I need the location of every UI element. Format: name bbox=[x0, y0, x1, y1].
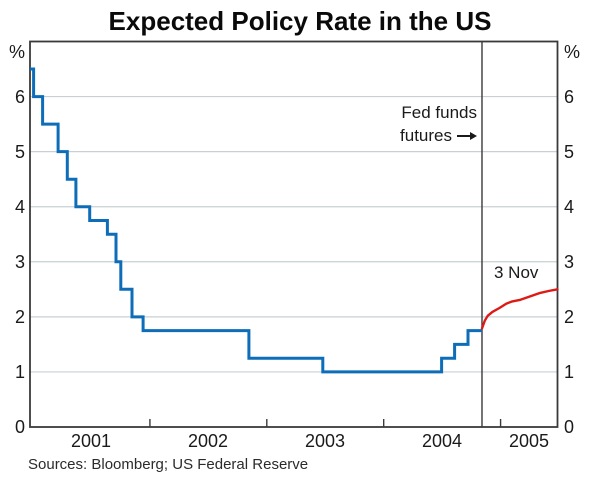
y-axis-label-left-6: 6 bbox=[14, 87, 25, 107]
y-axis-label-right-2: 2 bbox=[564, 307, 575, 327]
y-axis-label-right-5: 5 bbox=[564, 142, 575, 162]
y-axis-label-left-3: 3 bbox=[14, 252, 25, 272]
futures-curve-label: 3 Nov bbox=[494, 263, 539, 282]
x-axis-label-2005: 2005 bbox=[508, 431, 550, 451]
x-axis-label-2003: 2003 bbox=[304, 431, 346, 451]
futures-annotation: Fed funds futures bbox=[400, 101, 477, 147]
y-axis-label-right-4: 4 bbox=[564, 197, 575, 217]
y-axis-label-right-0: 0 bbox=[564, 417, 575, 437]
y-axis-label-right-6: 6 bbox=[564, 87, 575, 107]
right-arrow-icon bbox=[457, 131, 477, 140]
futures-annotation-line1: Fed funds bbox=[401, 103, 477, 122]
y-axis-unit-right: % bbox=[564, 42, 581, 62]
chart-title: Expected Policy Rate in the US bbox=[108, 6, 492, 36]
futures-curve-line bbox=[480, 288, 559, 330]
y-axis-label-right-3: 3 bbox=[564, 252, 575, 272]
futures-annotation-line2: futures bbox=[400, 126, 452, 145]
x-axis-label-2004: 2004 bbox=[421, 431, 463, 451]
y-axis-unit-left: % bbox=[8, 42, 25, 62]
x-axis-label-2001: 2001 bbox=[70, 431, 112, 451]
y-axis-label-left-2: 2 bbox=[14, 307, 25, 327]
plot-frame bbox=[29, 40, 559, 428]
source-note: Sources: Bloomberg; US Federal Reserve bbox=[28, 456, 309, 473]
y-axis-label-left-0: 0 bbox=[14, 417, 25, 437]
y-axis-label-right-1: 1 bbox=[564, 362, 575, 382]
y-axis-label-left-1: 1 bbox=[14, 362, 25, 382]
x-axis-label-2002: 2002 bbox=[187, 431, 229, 451]
y-axis-label-left-4: 4 bbox=[14, 197, 25, 217]
policy-rate-line bbox=[30, 67, 482, 374]
y-axis-label-left-5: 5 bbox=[14, 142, 25, 162]
